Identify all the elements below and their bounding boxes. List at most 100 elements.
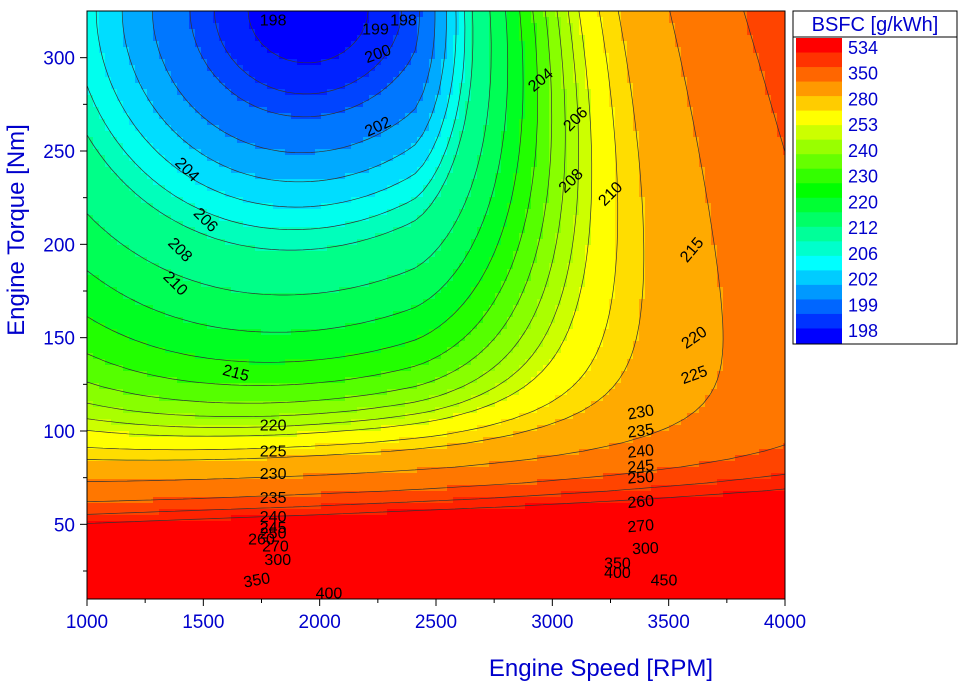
contour-cell <box>507 161 514 168</box>
contour-cell <box>261 155 268 162</box>
contour-cell <box>435 125 442 132</box>
contour-cell <box>609 257 616 264</box>
contour-cell <box>513 245 520 252</box>
contour-cell <box>279 17 286 24</box>
contour-cell <box>501 23 508 30</box>
contour-cell <box>141 77 148 84</box>
contour-cell <box>489 137 496 144</box>
contour-cell <box>363 209 370 216</box>
contour-cell <box>423 257 430 264</box>
contour-cell <box>531 119 538 126</box>
contour-cell <box>165 179 172 186</box>
contour-cell <box>711 23 718 30</box>
contour-cell <box>345 113 352 120</box>
contour-cell <box>543 251 550 258</box>
contour-cell <box>531 227 538 234</box>
contour-cell <box>447 209 454 216</box>
contour-cell <box>183 53 190 60</box>
contour-cell <box>99 65 106 72</box>
contour-cell <box>375 143 382 150</box>
contour-cell <box>183 245 190 252</box>
contour-cell <box>117 119 124 126</box>
contour-cell <box>501 41 508 48</box>
contour-cell <box>579 71 586 78</box>
contour-cell <box>771 233 778 240</box>
contour-cell <box>273 167 280 174</box>
contour-cell <box>141 179 148 186</box>
contour-cell <box>579 173 586 180</box>
contour-cell <box>339 89 346 96</box>
contour-cell <box>231 95 238 102</box>
contour-cell <box>351 89 358 96</box>
contour-cell <box>117 59 124 66</box>
contour-cell <box>507 149 514 156</box>
contour-cell <box>591 167 598 174</box>
contour-cell <box>441 185 448 192</box>
contour-cell <box>159 257 166 264</box>
contour-cell <box>429 221 436 228</box>
contour-cell <box>117 17 124 24</box>
contour-cell <box>717 143 724 150</box>
contour-cell <box>171 203 178 210</box>
contour-cell <box>447 107 454 114</box>
contour-cell <box>621 227 628 234</box>
contour-cell <box>507 101 514 108</box>
contour-cell <box>153 167 160 174</box>
contour-cell <box>525 59 532 66</box>
contour-cell <box>621 251 628 258</box>
contour-cell <box>99 257 106 264</box>
contour-cell <box>399 35 406 42</box>
contour-cell <box>645 137 652 144</box>
contour-cell <box>177 155 184 162</box>
contour-cell <box>591 185 598 192</box>
contour-cell <box>405 17 412 24</box>
contour-cell <box>261 23 268 30</box>
contour-cell <box>483 143 490 150</box>
contour-cell <box>603 137 610 144</box>
contour-cell <box>219 101 226 108</box>
contour-cell <box>237 155 244 162</box>
contour-cell <box>627 227 634 234</box>
contour-cell <box>153 209 160 216</box>
contour-cell <box>489 119 496 126</box>
contour-cell <box>525 71 532 78</box>
contour-cell <box>171 149 178 156</box>
contour-cell <box>249 89 256 96</box>
contour-cell <box>621 125 628 132</box>
contour-cell <box>177 11 184 18</box>
contour-cell <box>87 215 94 222</box>
contour-cell <box>399 191 406 198</box>
contour-cell <box>237 11 244 18</box>
contour-cell <box>765 29 772 36</box>
contour-cell <box>411 203 418 210</box>
contour-cell <box>171 35 178 42</box>
contour-cell <box>243 131 250 138</box>
contour-cell <box>435 173 442 180</box>
contour-cell <box>369 89 376 96</box>
contour-cell <box>471 149 478 156</box>
contour-cell <box>723 149 730 156</box>
contour-cell <box>687 95 694 102</box>
contour-cell <box>117 11 124 18</box>
contour-cell <box>753 101 760 108</box>
contour-cell <box>459 215 466 222</box>
contour-cell <box>621 245 628 252</box>
contour-cell <box>693 131 700 138</box>
contour-cell <box>375 203 382 210</box>
contour-cell <box>231 137 238 144</box>
contour-cell <box>363 191 370 198</box>
contour-cell <box>651 41 658 48</box>
contour-cell <box>753 125 760 132</box>
contour-cell <box>141 113 148 120</box>
contour-cell <box>615 185 622 192</box>
contour-cell <box>513 221 520 228</box>
contour-cell <box>759 41 766 48</box>
contour-cell <box>555 47 562 54</box>
contour-cell <box>693 107 700 114</box>
contour-cell <box>675 173 682 180</box>
contour-cell <box>309 215 316 222</box>
contour-cell <box>255 23 262 30</box>
contour-cell <box>633 71 640 78</box>
contour-cell <box>699 203 706 210</box>
contour-cell <box>207 83 214 90</box>
